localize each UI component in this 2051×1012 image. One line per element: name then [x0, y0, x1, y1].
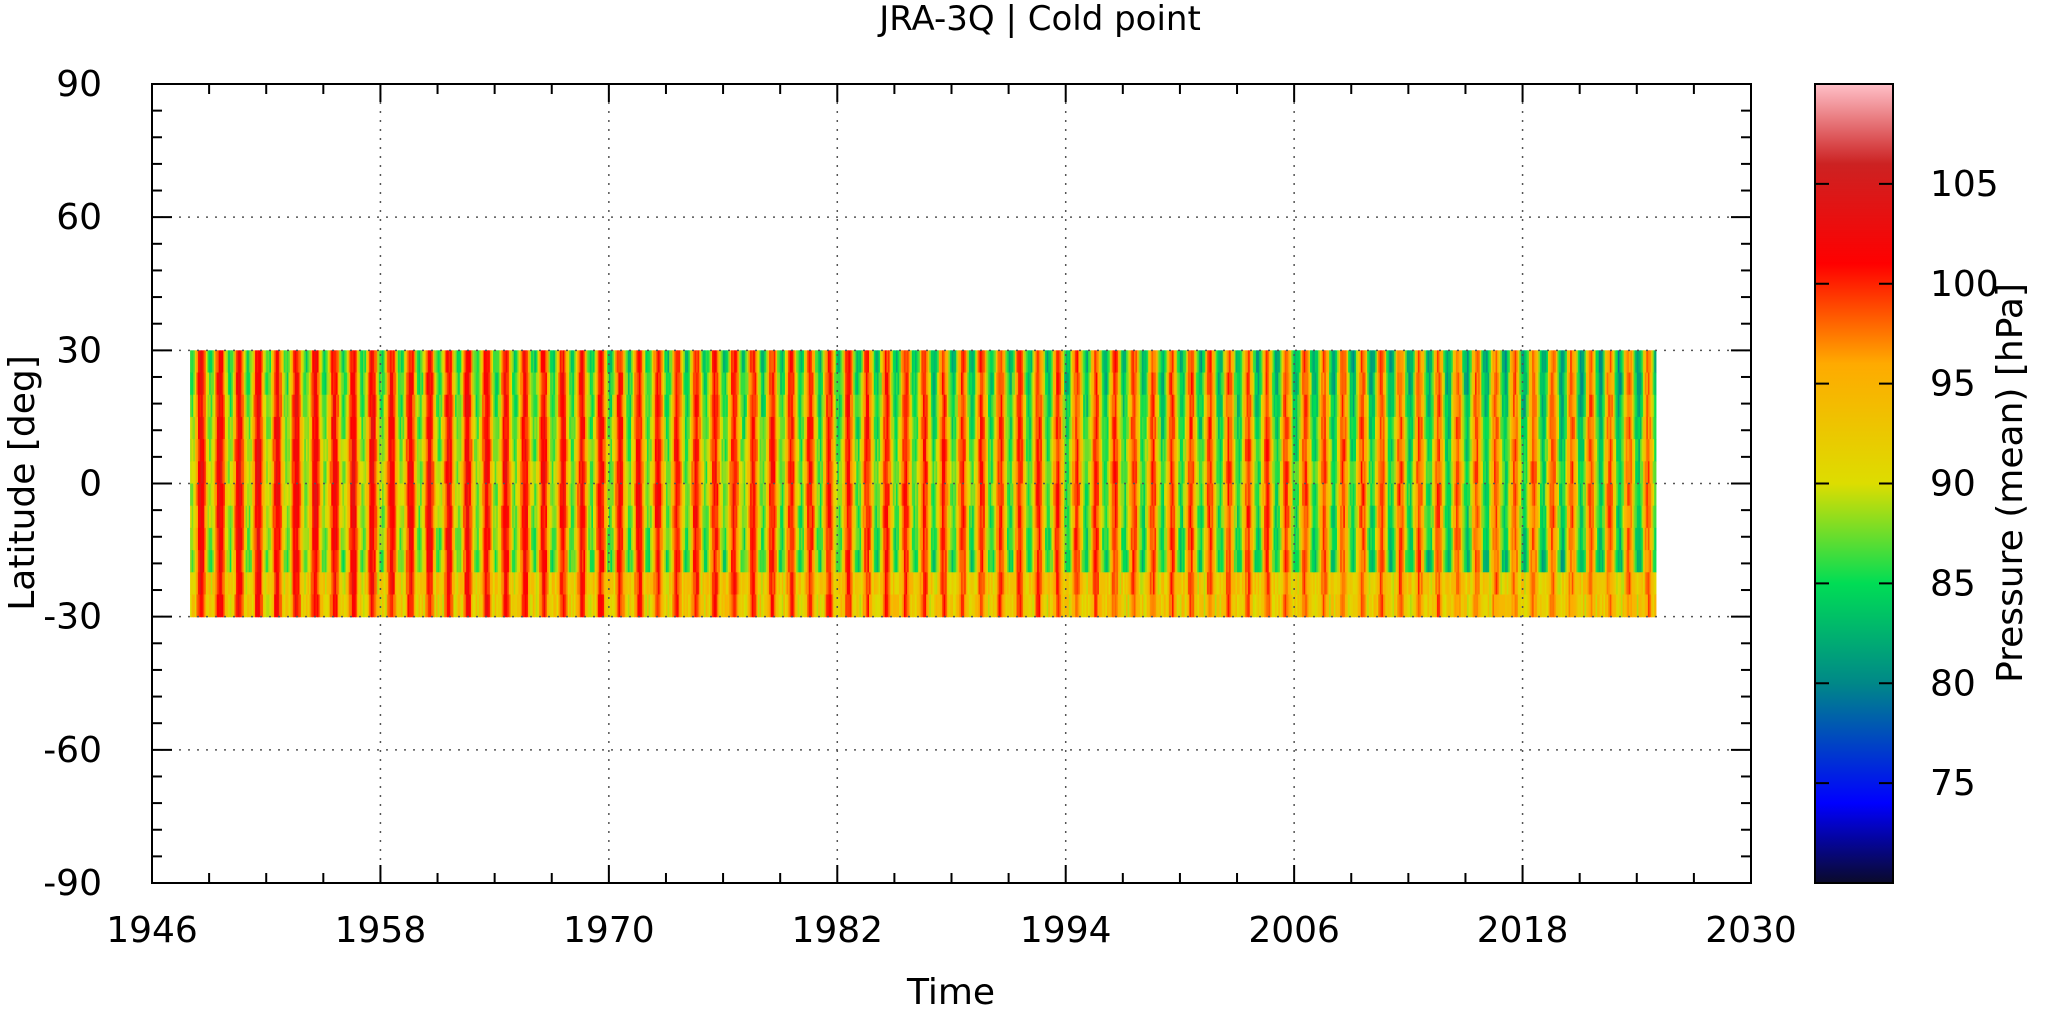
colorbar-ticks: 75 80 85 90 95 100 105: [1815, 83, 1999, 884]
axis-ticks: [151, 83, 1752, 884]
plot-frame: [151, 83, 1752, 884]
y-tick-label: -60: [43, 730, 102, 771]
colorbar-tick-label: 100: [1930, 264, 1999, 305]
y-axis-label: Latitude [deg]: [2, 355, 43, 611]
x-tick-label: 1994: [1020, 910, 1112, 951]
y-tick-label: -30: [43, 597, 102, 638]
colorbar-label: Pressure (mean) [hPa]: [1990, 283, 2031, 683]
x-tick-label: 1946: [106, 910, 198, 951]
x-tick-label: 1982: [791, 910, 883, 951]
x-axis-label: Time: [906, 972, 995, 1012]
y-tick-label: 90: [56, 64, 102, 105]
colorbar-tick-label: 85: [1930, 563, 1976, 604]
x-tick-labels: 1946 1958 1970 1982 1994 2006 2018 2030: [106, 910, 1797, 951]
x-tick-label: 1958: [335, 910, 427, 951]
colorbar-tick-label: 95: [1930, 364, 1976, 405]
chart-title: JRA-3Q | Cold point: [877, 0, 1201, 39]
colorbar-tick-label: 90: [1930, 464, 1976, 505]
y-tick-labels: 90 60 30 0 -30 -60 -90: [43, 64, 102, 904]
grid-lines: [152, 84, 1751, 883]
x-tick-label: 2030: [1705, 910, 1797, 951]
y-tick-label: -90: [43, 863, 102, 904]
colorbar-tick-label: 75: [1930, 763, 1976, 804]
colorbar-tick-label: 105: [1930, 164, 1999, 205]
y-tick-label: 0: [79, 464, 102, 505]
y-tick-label: 30: [56, 330, 102, 371]
colorbar-tick-label: 80: [1930, 663, 1976, 704]
x-tick-label: 1970: [563, 910, 655, 951]
y-tick-label: 60: [56, 197, 102, 238]
x-tick-label: 2018: [1477, 910, 1569, 951]
x-tick-label: 2006: [1248, 910, 1340, 951]
heatmap-layer: [190, 350, 1657, 618]
